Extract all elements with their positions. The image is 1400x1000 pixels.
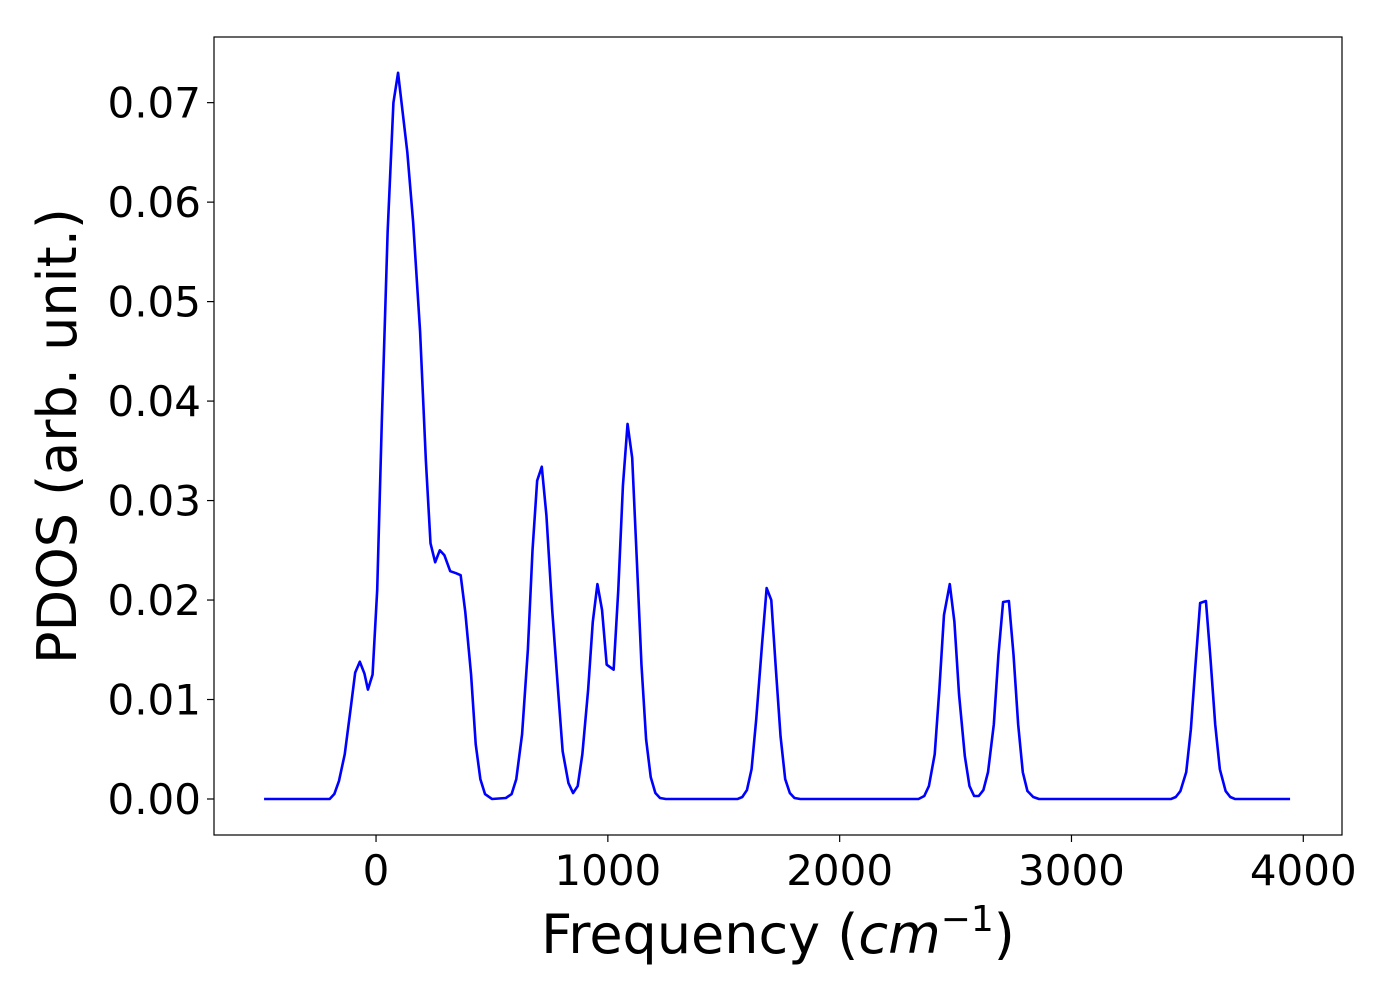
x-tick-label: 1000: [554, 846, 661, 895]
x-label-unit: cm: [858, 903, 940, 966]
x-label-exponent: −1: [941, 899, 994, 940]
y-tick-label: 0.00: [107, 775, 201, 824]
x-tick-label: 3000: [1018, 846, 1125, 895]
x-tick-label: 4000: [1250, 846, 1357, 895]
x-axis-label: Frequency (cm−1): [541, 899, 1015, 966]
y-tick-label: 0.03: [107, 477, 201, 526]
plot-frame: [213, 36, 1343, 836]
y-tick-label: 0.07: [107, 79, 201, 128]
x-label-close: ): [994, 903, 1015, 966]
y-tick-label: 0.06: [107, 178, 201, 227]
y-tick-label: 0.01: [107, 676, 201, 725]
x-label-text: Frequency (: [541, 903, 858, 966]
pdos-line: [264, 71, 1291, 801]
x-tick-label: 2000: [786, 846, 893, 895]
y-tick-label: 0.05: [107, 278, 201, 327]
y-axis-label: PDOS (arb. unit.): [26, 208, 89, 664]
y-tick-label: 0.02: [107, 576, 201, 625]
y-tick-label: 0.04: [107, 377, 201, 426]
x-tick-label: 0: [363, 846, 390, 895]
